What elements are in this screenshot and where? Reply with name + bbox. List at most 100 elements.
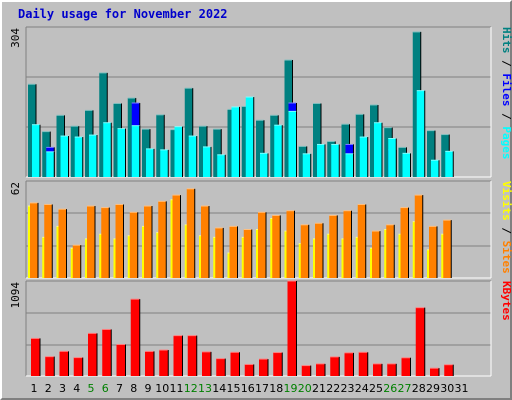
xtick-label-day-30: 30 bbox=[440, 382, 454, 395]
xtick-label-day-16: 16 bbox=[241, 382, 255, 395]
bar-kbytes-day-26 bbox=[387, 363, 397, 376]
bar-pages-day-12 bbox=[188, 136, 197, 177]
bar-pages-day-18 bbox=[274, 125, 283, 177]
xtick-label-day-28: 28 bbox=[412, 382, 426, 395]
bar-hits-day-21 bbox=[313, 103, 321, 177]
bar-kbytes-day-10 bbox=[159, 350, 169, 376]
bar-pages-day-15 bbox=[231, 106, 240, 177]
legend-1: Hits / Files / Pages bbox=[500, 27, 512, 160]
bar-pages-day-1 bbox=[32, 124, 40, 177]
bar-sites-day-30 bbox=[443, 220, 452, 278]
xtick-label-day-18: 18 bbox=[269, 382, 283, 395]
bar-sites-day-14 bbox=[215, 227, 224, 278]
legend-entry-sites: Sites bbox=[500, 241, 512, 274]
bar-kbytes-day-4 bbox=[73, 357, 83, 376]
xtick-label-day-23: 23 bbox=[341, 382, 355, 395]
bar-sites-day-9 bbox=[144, 206, 152, 278]
bar-kbytes-day-7 bbox=[116, 344, 126, 376]
bar-kbytes-day-3 bbox=[59, 351, 69, 376]
bar-kbytes-day-17 bbox=[259, 359, 268, 376]
bar-kbytes-day-25 bbox=[373, 363, 382, 376]
bar-pages-day-30 bbox=[445, 151, 454, 177]
bar-sites-day-24 bbox=[357, 204, 366, 278]
bar-sites-day-29 bbox=[429, 226, 437, 278]
bar-sites-day-28 bbox=[414, 195, 423, 278]
xtick-label-day-25: 25 bbox=[369, 382, 383, 395]
bar-pages-day-23 bbox=[345, 153, 354, 177]
bar-pages-day-3 bbox=[60, 136, 69, 177]
bar-sites-day-3 bbox=[58, 209, 67, 278]
bar-kbytes-day-5 bbox=[88, 333, 97, 376]
legend-entry-kbytes: KBytes bbox=[500, 281, 512, 321]
ytick-label-2: 62 bbox=[9, 182, 22, 195]
bar-kbytes-day-2 bbox=[45, 356, 55, 376]
xtick-label-day-31: 31 bbox=[455, 382, 469, 395]
bar-sites-day-18 bbox=[272, 215, 281, 278]
bar-kbytes-day-28 bbox=[415, 307, 425, 376]
xtick-label-day-26: 26 bbox=[383, 382, 397, 395]
bar-hits-day-17 bbox=[256, 120, 264, 177]
bar-kbytes-day-22 bbox=[330, 356, 340, 376]
xtick-label-day-21: 21 bbox=[312, 382, 326, 395]
legend-entry-visits: Visits bbox=[500, 181, 512, 221]
bar-pages-day-20 bbox=[302, 153, 311, 177]
bar-pages-day-24 bbox=[359, 137, 368, 177]
bar-kbytes-day-21 bbox=[316, 363, 325, 376]
xtick-label-day-14: 14 bbox=[212, 382, 226, 395]
ytick-label-3: 1094 bbox=[9, 282, 22, 309]
bar-pages-day-4 bbox=[74, 137, 83, 177]
legend-separator: / bbox=[500, 107, 512, 127]
bar-sites-day-5 bbox=[87, 206, 95, 278]
legend-3: KBytes bbox=[500, 281, 512, 321]
bar-pages-day-19 bbox=[288, 111, 297, 177]
bar-pages-day-14 bbox=[217, 154, 226, 177]
bar-kbytes-day-20 bbox=[301, 365, 311, 376]
xtick-label-day-7: 7 bbox=[116, 382, 123, 395]
bar-kbytes-day-19 bbox=[287, 281, 297, 376]
bar-kbytes-day-27 bbox=[401, 357, 411, 376]
xtick-label-day-19: 19 bbox=[284, 382, 298, 395]
xtick-label-day-29: 29 bbox=[426, 382, 440, 395]
bar-pages-day-29 bbox=[431, 160, 439, 177]
bar-sites-day-21 bbox=[315, 223, 323, 278]
xtick-label-day-6: 6 bbox=[102, 382, 109, 395]
bar-sites-day-25 bbox=[372, 231, 380, 278]
bar-sites-day-16 bbox=[243, 229, 252, 278]
bar-kbytes-day-29 bbox=[430, 368, 439, 376]
bar-hits-day-29 bbox=[427, 130, 435, 177]
bar-sites-day-27 bbox=[400, 207, 409, 278]
bar-pages-day-8 bbox=[131, 125, 140, 177]
chart-title: Daily usage for November 2022 bbox=[18, 7, 228, 21]
bar-kbytes-day-24 bbox=[358, 352, 368, 376]
bar-sites-day-4 bbox=[72, 245, 81, 278]
xtick-label-day-8: 8 bbox=[130, 382, 137, 395]
bar-sites-day-23 bbox=[343, 210, 352, 278]
xtick-label-day-4: 4 bbox=[73, 382, 80, 395]
bar-pages-day-27 bbox=[402, 153, 411, 177]
bar-kbytes-day-30 bbox=[444, 364, 454, 376]
bar-hits-day-12 bbox=[184, 88, 193, 177]
xtick-label-day-11: 11 bbox=[170, 382, 184, 395]
bar-kbytes-day-8 bbox=[130, 299, 140, 376]
bar-pages-day-9 bbox=[146, 148, 154, 177]
bar-pages-day-16 bbox=[245, 97, 254, 177]
bar-sites-day-15 bbox=[229, 226, 238, 278]
bar-kbytes-day-12 bbox=[187, 335, 197, 376]
bar-pages-day-21 bbox=[317, 144, 325, 177]
bar-kbytes-day-1 bbox=[31, 338, 40, 376]
bar-pages-day-5 bbox=[89, 135, 97, 177]
bar-pages-day-25 bbox=[374, 122, 382, 177]
xtick-label-day-12: 12 bbox=[184, 382, 198, 395]
bar-sites-day-17 bbox=[258, 212, 266, 278]
bar-sites-day-20 bbox=[300, 224, 309, 278]
bar-pages-day-17 bbox=[260, 153, 268, 177]
xtick-label-day-10: 10 bbox=[155, 382, 169, 395]
xtick-label-day-22: 22 bbox=[326, 382, 340, 395]
bar-kbytes-day-14 bbox=[216, 358, 226, 376]
bar-pages-day-13 bbox=[203, 146, 211, 177]
legend-2: Visits / Sites bbox=[500, 181, 512, 274]
bar-sites-day-6 bbox=[101, 207, 110, 278]
bar-sites-day-13 bbox=[201, 206, 209, 278]
legend-entry-pages: Pages bbox=[500, 126, 512, 159]
